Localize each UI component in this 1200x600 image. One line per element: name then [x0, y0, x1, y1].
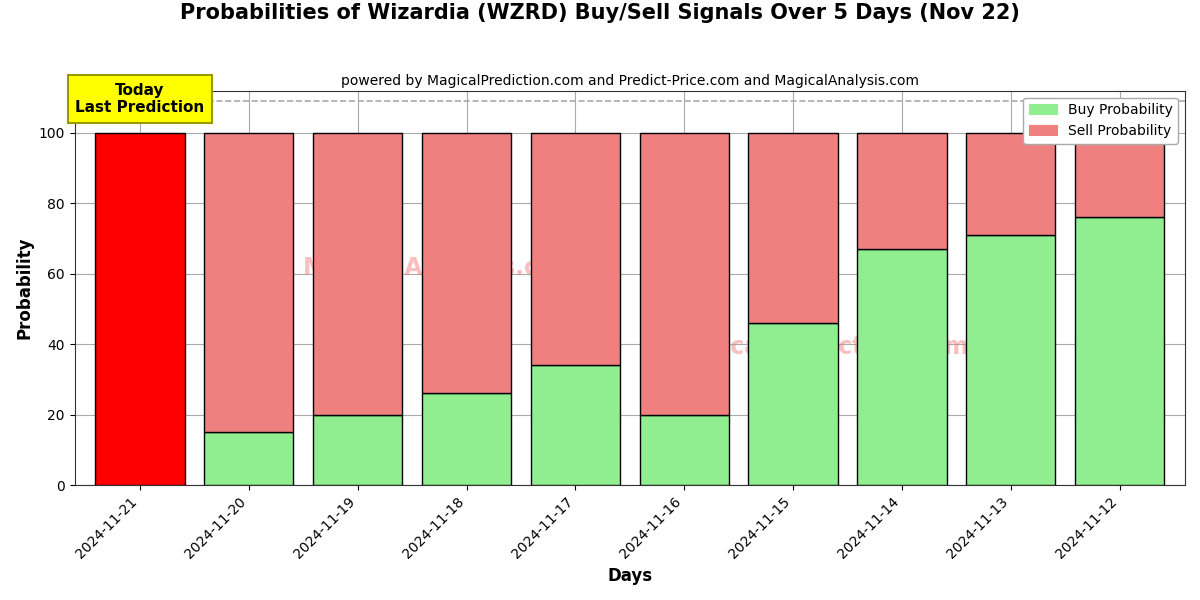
Bar	[313, 415, 402, 485]
Bar	[313, 133, 402, 415]
Title: powered by MagicalPrediction.com and Predict-Price.com and MagicalAnalysis.com: powered by MagicalPrediction.com and Pre…	[341, 74, 919, 88]
Bar	[1075, 133, 1164, 217]
Bar	[422, 394, 511, 485]
Text: MagicalAnalysis.com: MagicalAnalysis.com	[302, 256, 580, 280]
Bar	[749, 133, 838, 323]
Bar	[204, 432, 294, 485]
Text: Today
Last Prediction: Today Last Prediction	[76, 83, 204, 115]
Bar	[966, 235, 1056, 485]
Bar	[204, 133, 294, 432]
Bar	[530, 365, 620, 485]
Bar	[640, 415, 728, 485]
Bar	[530, 133, 620, 365]
Bar	[966, 133, 1056, 235]
Bar	[640, 133, 728, 415]
Text: MagicalPrediction.com: MagicalPrediction.com	[667, 335, 970, 359]
Bar	[95, 133, 185, 485]
Bar	[857, 133, 947, 249]
Y-axis label: Probability: Probability	[16, 236, 34, 339]
X-axis label: Days: Days	[607, 567, 653, 585]
Legend: Buy Probability, Sell Probability: Buy Probability, Sell Probability	[1024, 98, 1178, 143]
Text: Probabilities of Wizardia (WZRD) Buy/Sell Signals Over 5 Days (Nov 22): Probabilities of Wizardia (WZRD) Buy/Sel…	[180, 3, 1020, 23]
Bar	[857, 249, 947, 485]
Bar	[1075, 217, 1164, 485]
Bar	[749, 323, 838, 485]
Bar	[422, 133, 511, 394]
